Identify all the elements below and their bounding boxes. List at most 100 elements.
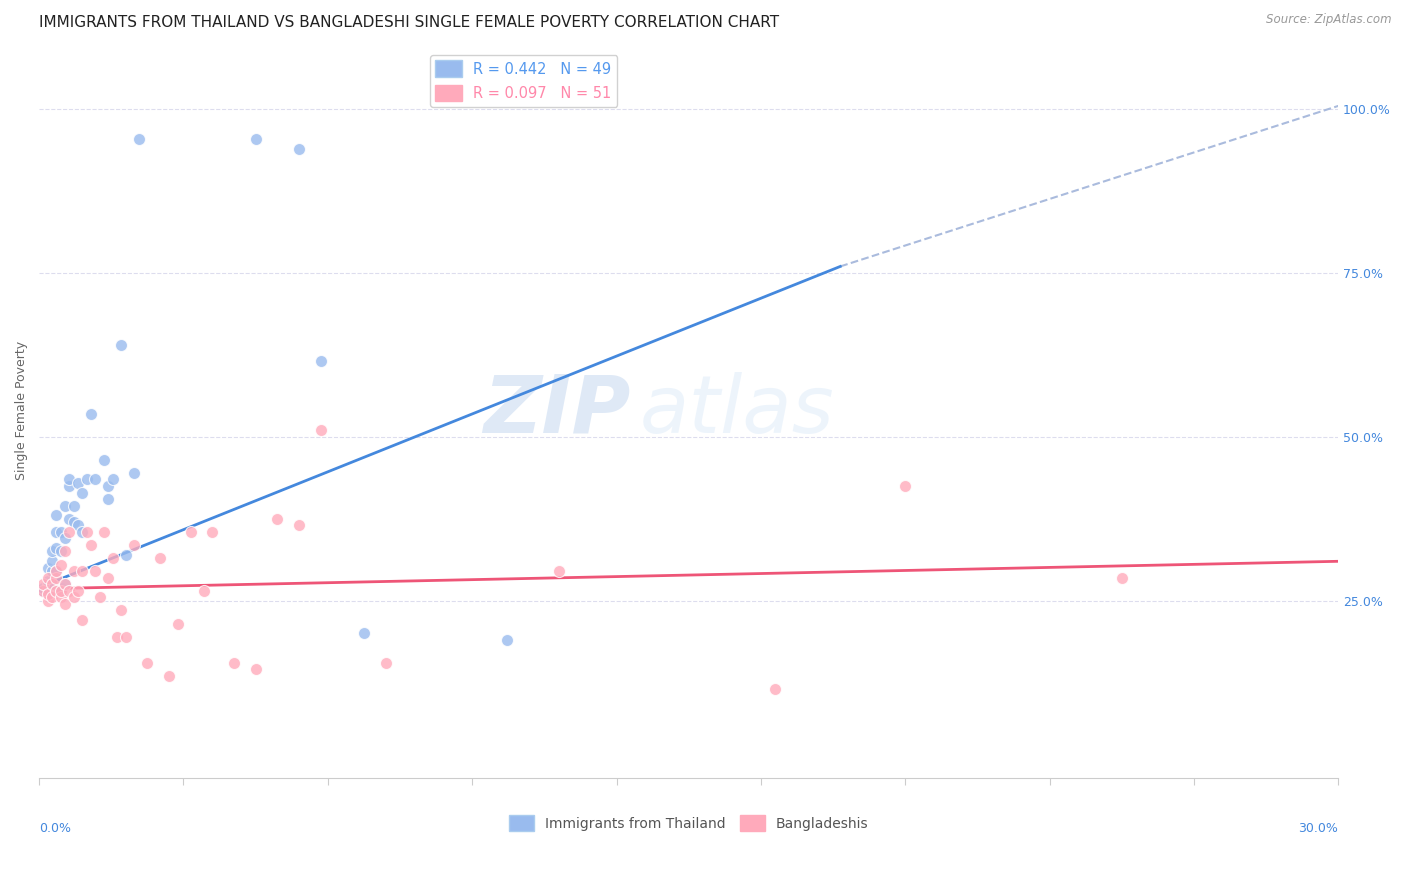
Point: [45, 541, 67, 556]
Point: [157, 669, 180, 683]
Point: [58, 479, 80, 493]
Point: [45, 564, 67, 578]
Point: [45, 524, 67, 539]
Point: [49, 581, 72, 595]
Point: [37, 574, 59, 588]
Point: [124, 466, 146, 480]
Point: [114, 630, 136, 644]
Point: [80, 407, 103, 421]
Point: [32, 583, 55, 598]
Point: [58, 583, 80, 598]
Point: [894, 479, 917, 493]
Point: [222, 656, 245, 670]
Point: [101, 551, 124, 566]
Point: [41, 544, 63, 558]
Point: [72, 564, 94, 578]
Point: [201, 524, 224, 539]
Point: [288, 141, 311, 155]
Point: [41, 554, 63, 568]
Point: [41, 577, 63, 591]
Point: [41, 577, 63, 591]
Point: [41, 564, 63, 578]
Point: [53, 499, 76, 513]
Text: atlas: atlas: [640, 372, 834, 450]
Y-axis label: Single Female Poverty: Single Female Poverty: [15, 341, 28, 480]
Point: [58, 472, 80, 486]
Point: [32, 581, 55, 595]
Point: [62, 499, 84, 513]
Point: [67, 518, 90, 533]
Point: [53, 597, 76, 611]
Point: [128, 131, 150, 145]
Point: [245, 131, 267, 145]
Point: [72, 524, 94, 539]
Point: [45, 508, 67, 523]
Point: [105, 630, 128, 644]
Point: [193, 583, 215, 598]
Point: [41, 591, 63, 605]
Point: [32, 577, 55, 591]
Point: [62, 564, 84, 578]
Point: [763, 682, 786, 697]
Point: [149, 551, 172, 566]
Point: [53, 544, 76, 558]
Point: [136, 656, 159, 670]
Point: [1111, 571, 1133, 585]
Point: [53, 532, 76, 546]
Point: [49, 558, 72, 572]
Point: [547, 564, 569, 578]
Point: [97, 479, 120, 493]
Point: [53, 577, 76, 591]
Point: [245, 662, 267, 676]
Point: [53, 577, 76, 591]
Point: [80, 538, 103, 552]
Legend: Immigrants from Thailand, Bangladeshis: Immigrants from Thailand, Bangladeshis: [503, 809, 875, 837]
Point: [49, 583, 72, 598]
Point: [72, 613, 94, 627]
Point: [45, 583, 67, 598]
Point: [97, 571, 120, 585]
Point: [309, 354, 332, 368]
Point: [67, 475, 90, 490]
Point: [89, 591, 111, 605]
Point: [62, 591, 84, 605]
Point: [49, 583, 72, 598]
Point: [45, 564, 67, 578]
Point: [110, 603, 132, 617]
Point: [49, 524, 72, 539]
Point: [37, 581, 59, 595]
Text: ZIP: ZIP: [482, 372, 630, 450]
Point: [49, 591, 72, 605]
Point: [76, 472, 98, 486]
Point: [72, 485, 94, 500]
Point: [37, 561, 59, 575]
Point: [37, 583, 59, 598]
Text: 30.0%: 30.0%: [1298, 822, 1339, 835]
Point: [353, 626, 375, 640]
Point: [37, 577, 59, 591]
Point: [101, 472, 124, 486]
Point: [67, 583, 90, 598]
Point: [97, 491, 120, 506]
Point: [84, 472, 107, 486]
Point: [288, 518, 311, 533]
Point: [124, 538, 146, 552]
Point: [180, 524, 202, 539]
Point: [37, 587, 59, 601]
Text: Source: ZipAtlas.com: Source: ZipAtlas.com: [1267, 13, 1392, 27]
Point: [45, 571, 67, 585]
Point: [166, 616, 188, 631]
Point: [495, 632, 517, 647]
Point: [76, 524, 98, 539]
Point: [49, 544, 72, 558]
Point: [37, 571, 59, 585]
Point: [84, 564, 107, 578]
Point: [58, 512, 80, 526]
Point: [32, 583, 55, 598]
Point: [309, 423, 332, 437]
Point: [58, 524, 80, 539]
Text: 0.0%: 0.0%: [39, 822, 72, 835]
Text: IMMIGRANTS FROM THAILAND VS BANGLADESHI SINGLE FEMALE POVERTY CORRELATION CHART: IMMIGRANTS FROM THAILAND VS BANGLADESHI …: [39, 15, 779, 30]
Point: [266, 512, 288, 526]
Point: [37, 593, 59, 607]
